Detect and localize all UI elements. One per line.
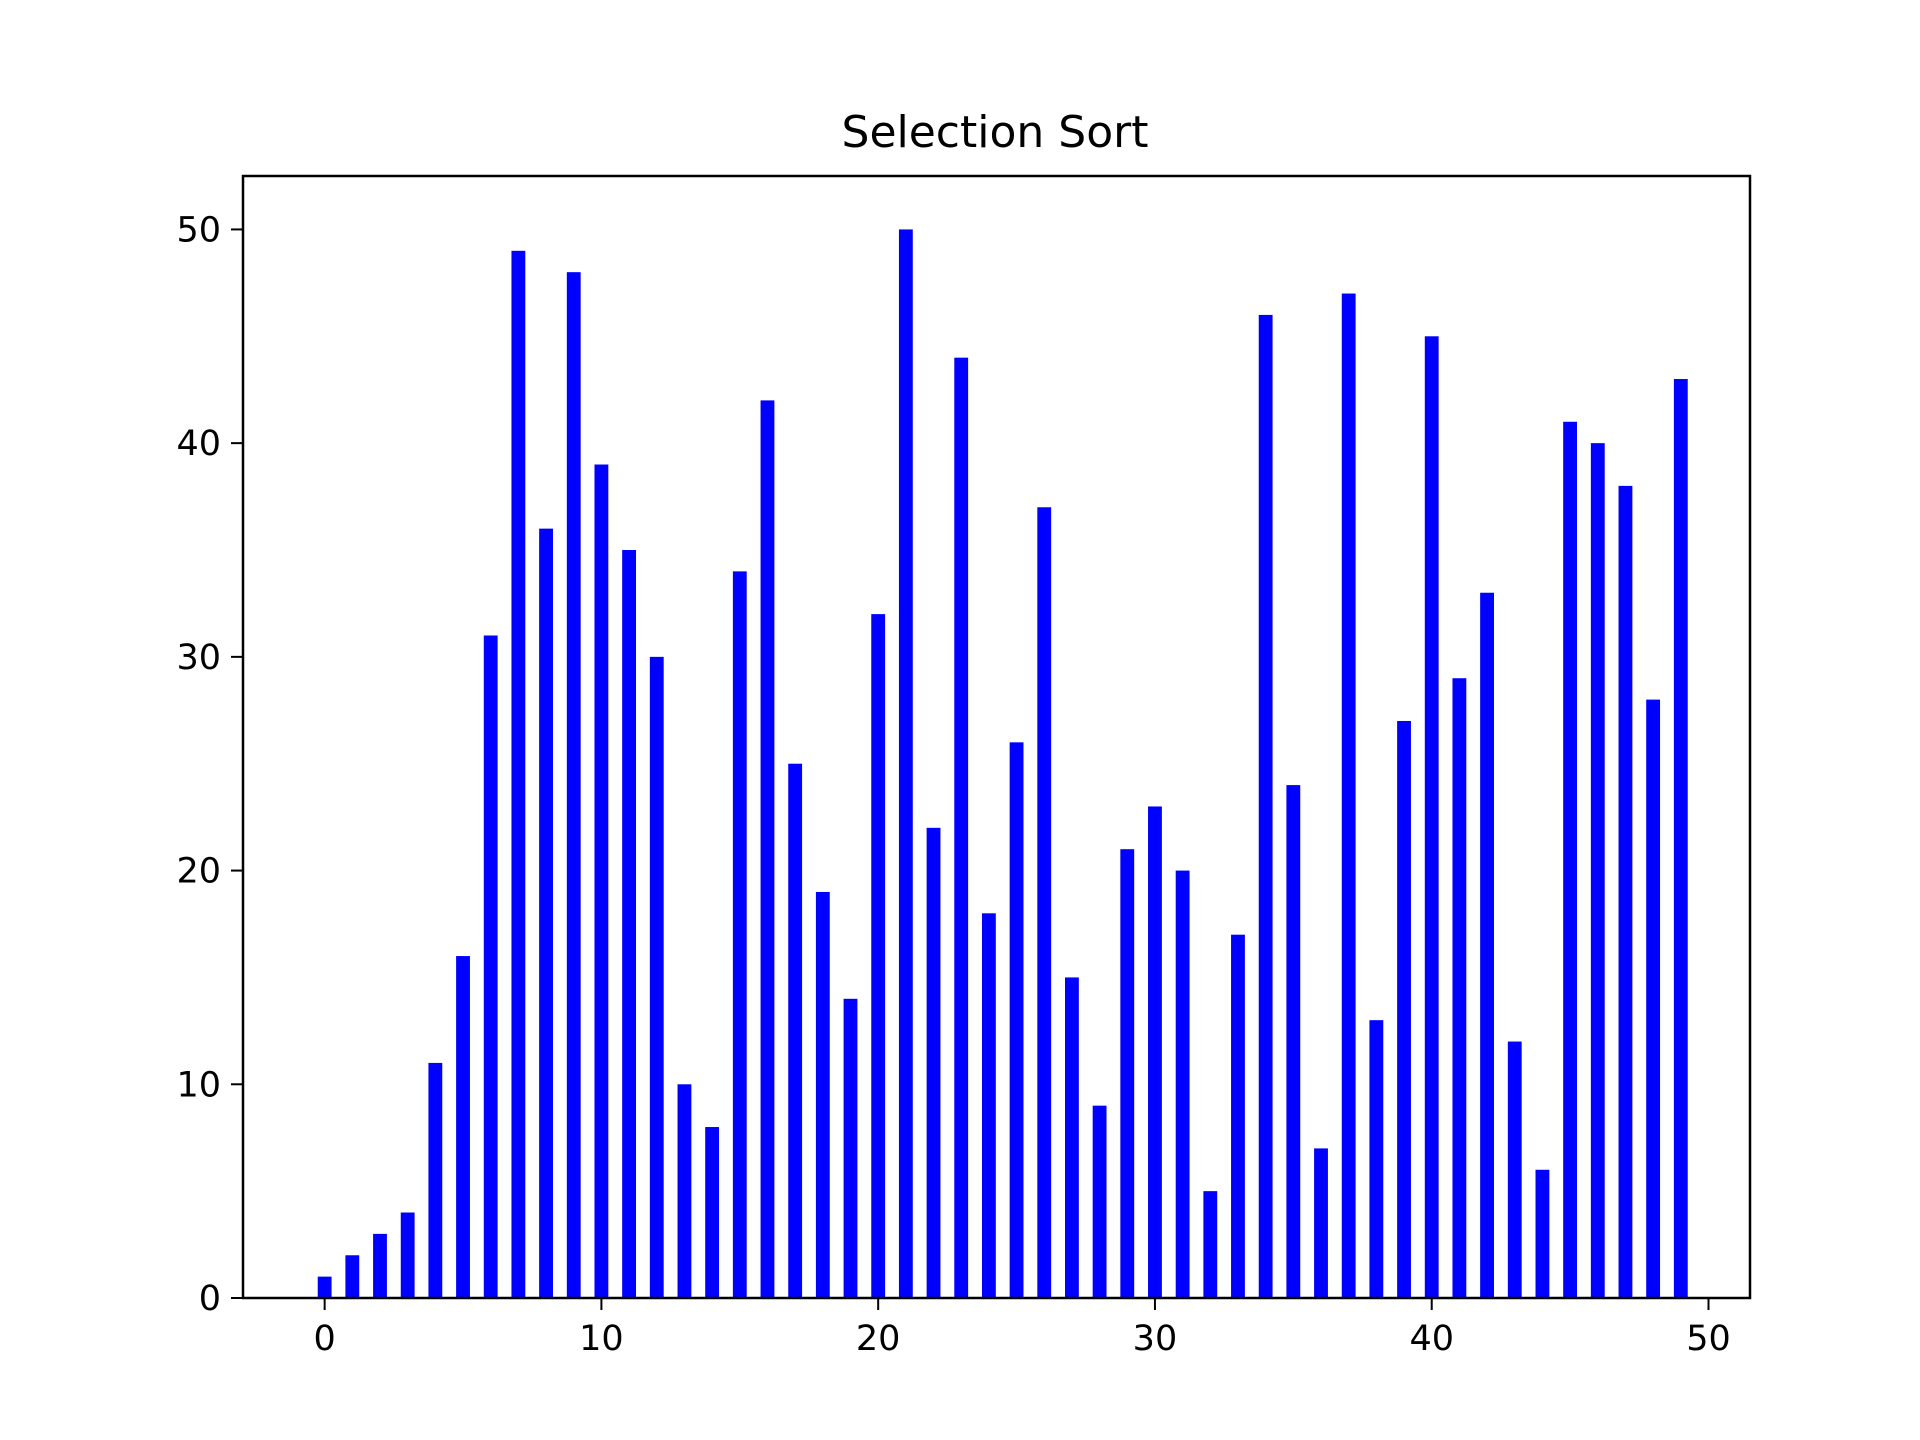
- bar-1: [345, 1255, 360, 1298]
- bar-35: [1286, 785, 1301, 1298]
- bar-12: [649, 656, 664, 1298]
- y-tick-label-20: 20: [176, 852, 221, 892]
- bar-31: [1175, 870, 1190, 1298]
- bar-37: [1341, 293, 1356, 1298]
- bar-23: [954, 357, 969, 1298]
- bar-24: [981, 913, 996, 1298]
- bar-27: [1065, 977, 1079, 1298]
- bar-36: [1314, 1148, 1328, 1298]
- bar-32: [1203, 1191, 1218, 1298]
- bar-18: [815, 891, 830, 1298]
- bar-34: [1258, 314, 1273, 1298]
- bar-47: [1618, 485, 1633, 1298]
- bar-0: [317, 1276, 332, 1298]
- bar-28: [1092, 1105, 1107, 1298]
- bar-14: [705, 1127, 720, 1298]
- x-tick-label-40: 40: [1409, 1319, 1454, 1359]
- chart-title: Selection Sort: [842, 107, 1149, 158]
- bars-group: [317, 229, 1688, 1299]
- bar-48: [1646, 699, 1661, 1298]
- x-tick-label-0: 0: [314, 1319, 336, 1359]
- bar-42: [1480, 592, 1494, 1298]
- bar-22: [926, 827, 941, 1298]
- bar-15: [732, 571, 747, 1298]
- bar-7: [511, 250, 526, 1298]
- bar-9: [566, 272, 581, 1298]
- bar-39: [1397, 720, 1411, 1298]
- bar-11: [622, 550, 637, 1298]
- bar-19: [843, 998, 858, 1298]
- x-tick-label-20: 20: [856, 1319, 901, 1359]
- bar-16: [760, 400, 775, 1298]
- bar-49: [1673, 379, 1688, 1298]
- x-tick-label-10: 10: [579, 1319, 624, 1359]
- axes-frame: [241, 174, 1752, 1300]
- bar-2: [373, 1233, 387, 1298]
- bar-13: [677, 1084, 692, 1298]
- bar-25: [1009, 742, 1024, 1298]
- bar-29: [1120, 849, 1135, 1298]
- bar-46: [1590, 443, 1605, 1298]
- bar-33: [1231, 934, 1245, 1298]
- bar-4: [428, 1062, 443, 1298]
- bar-10: [594, 464, 609, 1298]
- x-axis-ticks: 0 10 20 30 40 50: [314, 1298, 1731, 1359]
- bar-41: [1452, 678, 1467, 1298]
- bar-43: [1507, 1041, 1522, 1298]
- y-tick-label-30: 30: [176, 638, 221, 678]
- bar-3: [400, 1212, 415, 1298]
- y-tick-label-40: 40: [176, 424, 221, 464]
- bar-20: [871, 614, 886, 1298]
- x-tick-label-50: 50: [1686, 1319, 1731, 1359]
- y-tick-label-0: 0: [199, 1279, 221, 1319]
- y-axis-ticks: 0 10 20 30 40 50: [176, 210, 243, 1319]
- bar-21: [898, 229, 913, 1299]
- bar-26: [1037, 507, 1052, 1298]
- y-tick-label-50: 50: [176, 210, 221, 250]
- bar-30: [1148, 806, 1162, 1298]
- bar-6: [483, 635, 498, 1298]
- bar-8: [539, 528, 553, 1298]
- bar-17: [788, 763, 803, 1298]
- x-tick-label-30: 30: [1133, 1319, 1178, 1359]
- bar-45: [1563, 421, 1578, 1298]
- bar-5: [456, 956, 470, 1298]
- bar-38: [1369, 1020, 1384, 1298]
- y-tick-label-10: 10: [176, 1065, 221, 1105]
- bar-44: [1535, 1169, 1550, 1298]
- bar-40: [1424, 336, 1439, 1298]
